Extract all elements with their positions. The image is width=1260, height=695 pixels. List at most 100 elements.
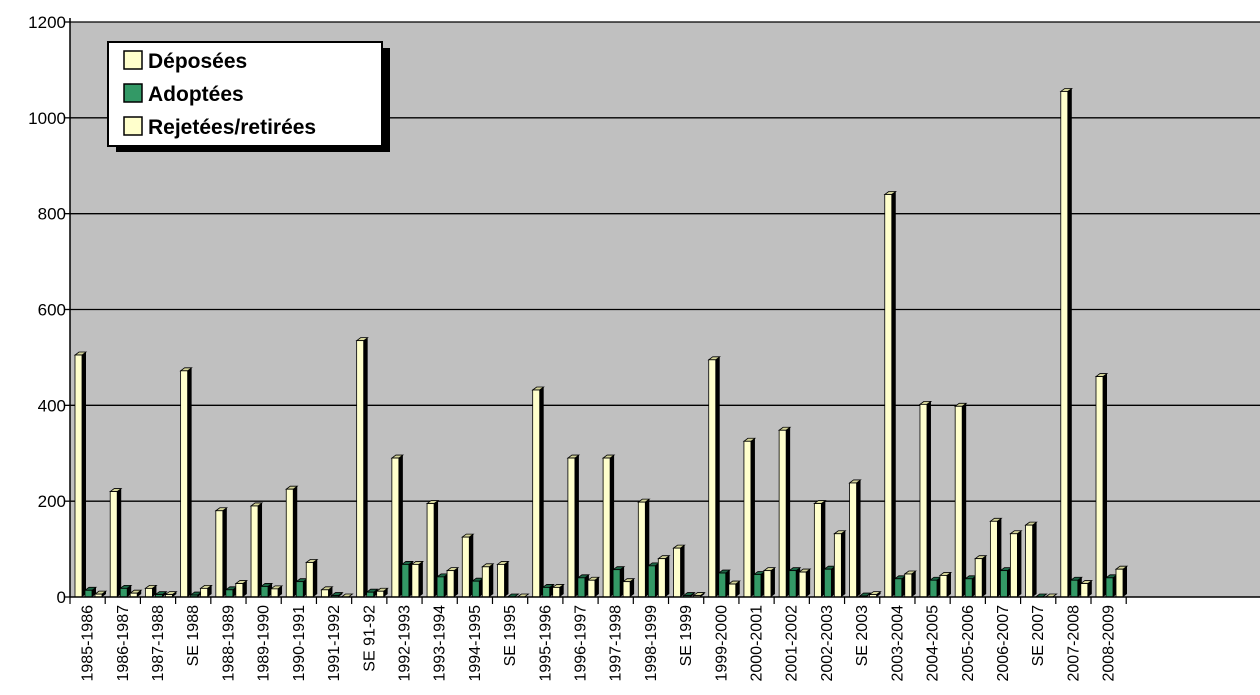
bar-side [1087, 580, 1092, 597]
bar-rejetees-retirees-se-91-92 [375, 587, 389, 598]
bar-front [260, 586, 269, 598]
bar-side [187, 367, 192, 597]
bar-deposees-se-1995 [496, 561, 510, 598]
bar-deposees-1986-1987 [109, 488, 123, 598]
bar-side [172, 591, 177, 597]
bar-rejetees-retirees-2003-2004 [903, 570, 917, 598]
y-tick-label-1200: 1200 [28, 13, 66, 32]
bar-adoptees-1996-1997 [576, 574, 591, 598]
bar-rejetees-retirees-1997-1998 [621, 578, 636, 598]
bar-front [763, 570, 772, 598]
bar-front [602, 457, 611, 598]
bar-front [587, 579, 596, 598]
bar-deposees-1996-1997 [566, 454, 581, 598]
bar-side [735, 581, 740, 597]
bar-front [401, 564, 410, 598]
bar-side [1017, 530, 1022, 597]
y-tick-label-600: 600 [38, 301, 66, 320]
legend-swatch-deposees [123, 50, 143, 70]
legend-label-rejetees: Rejetées/retirées [148, 116, 316, 139]
bar-deposees-1989-1990 [249, 502, 264, 598]
bar-front [788, 570, 797, 598]
bar-deposees-se-2007 [1024, 521, 1038, 598]
x-tick-label-1997-1998: 1997-1998 [608, 605, 625, 682]
bar-side [665, 555, 670, 597]
bar-front [637, 501, 646, 598]
bar-deposees-1991-1992 [320, 586, 334, 598]
bar-front [180, 370, 189, 598]
bar-deposees-se-1988 [179, 367, 193, 598]
bar-side [680, 545, 685, 597]
bar-side [489, 563, 494, 597]
bar-front [708, 359, 717, 598]
bar-side [841, 530, 846, 597]
x-tick-label-1986-1987: 1986-1987 [115, 605, 132, 682]
bar-rejetees-retirees-1996-1997 [586, 576, 601, 598]
bar-rejetees-retirees-2006-2007 [1009, 530, 1023, 598]
bar-rejetees-retirees-1993-1994 [445, 567, 460, 598]
bar-deposees-1992-1993 [390, 454, 405, 598]
bar-side [313, 559, 318, 597]
bar-front [1080, 583, 1089, 598]
bar-side [363, 337, 368, 597]
bar-front [225, 589, 234, 598]
bar-front [833, 533, 842, 598]
bar-front [813, 503, 822, 598]
legend-swatch-rejetees [123, 116, 143, 136]
bar-front [612, 569, 621, 598]
x-tick-label-2001-2002: 2001-2002 [784, 605, 801, 682]
bar-front [446, 570, 455, 598]
bar-side [1103, 373, 1108, 597]
bar-front [753, 574, 762, 598]
x-tick-label-2004-2005: 2004-2005 [925, 605, 942, 682]
bar-rejetees-retirees-1990-1991 [305, 559, 319, 598]
y-tick-label-200: 200 [38, 492, 66, 511]
y-tick-label-800: 800 [38, 205, 66, 224]
x-tick-label-se-1999: SE 1999 [678, 605, 695, 666]
bar-adoptees-2004-2005 [928, 576, 943, 598]
bar-adoptees-se-91-92 [365, 588, 379, 598]
y-axis-ticks: 0 200 400 600 800 1000 1200 [28, 13, 70, 607]
bar-adoptees-2003-2004 [893, 575, 907, 598]
bar-side [418, 561, 423, 597]
bar-side [876, 591, 881, 597]
x-tick-label-se-2007: SE 2007 [1030, 605, 1047, 666]
bar-front [798, 571, 807, 598]
x-tick-label-se-1995: SE 1995 [502, 605, 519, 666]
bar-deposees-2006-2007 [989, 517, 1003, 598]
bar-side [504, 561, 509, 597]
legend-label-adoptees: Adoptées [148, 83, 244, 106]
x-tick-label-se-91-92: SE 91-92 [361, 605, 378, 672]
bar-side [962, 403, 967, 597]
bar-front [778, 429, 787, 598]
bar-front [285, 488, 294, 598]
bar-side [137, 590, 142, 597]
bar-front [215, 510, 224, 598]
bar-side [594, 577, 599, 597]
bar-deposees-1985-1986 [73, 351, 88, 598]
bar-side [152, 585, 157, 597]
gridlines [70, 21, 1260, 502]
bar-deposees-2008-2009 [1094, 373, 1109, 598]
bar-front [894, 578, 903, 598]
x-axis-ticks: 1985-1986 1986-1987 1987-1988 SE 1988 1988-1… [69, 597, 1127, 682]
bar-front [919, 403, 928, 598]
bar-side [856, 479, 861, 597]
bar-front [1105, 577, 1114, 598]
bar-adoptees-2005-2006 [963, 575, 978, 598]
bar-front [321, 589, 329, 598]
bar-front [999, 570, 1008, 598]
bar-front [939, 575, 948, 598]
bar-adoptees-2001-2002 [787, 567, 802, 598]
bar-front [954, 405, 963, 598]
bar-front [356, 340, 365, 598]
bar-side [82, 352, 86, 597]
bar-adoptees-2002-2003 [823, 565, 837, 598]
bar-front [1025, 524, 1033, 598]
bar-rejetees-retirees-2000-2001 [762, 567, 777, 598]
bar-front [426, 503, 435, 598]
bar-front [532, 389, 541, 598]
x-tick-label-1992-1993: 1992-1993 [396, 605, 413, 682]
bar-front [542, 587, 551, 598]
bar-adoptees-1990-1991 [295, 578, 309, 598]
